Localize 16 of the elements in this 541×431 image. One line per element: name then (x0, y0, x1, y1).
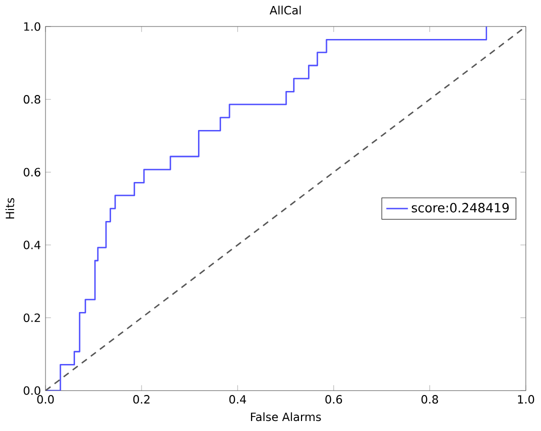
x-tick-label: 0.0 (37, 395, 54, 404)
y-tick-label: 0.6 (24, 168, 40, 176)
y-tick-label: 0.8 (24, 95, 40, 104)
y-axis-title: Hits (5, 198, 14, 218)
x-tick-label: 0.6 (325, 395, 342, 404)
x-tick-label: 0.2 (133, 395, 150, 404)
x-tick-label: 0.8 (421, 395, 438, 404)
y-tick-label: 0.2 (24, 313, 40, 322)
y-tick-label: 0.4 (24, 240, 40, 250)
x-tick-label: 1.0 (518, 395, 534, 404)
y-tick-label: 0.0 (24, 386, 40, 395)
x-axis-title: False Alarms (250, 412, 321, 422)
y-tick-label: 1.0 (24, 22, 40, 31)
legend-label: score:0.248419 (412, 202, 509, 212)
chart-title: AllCal (270, 6, 301, 14)
x-tick-label: 0.4 (229, 395, 246, 404)
